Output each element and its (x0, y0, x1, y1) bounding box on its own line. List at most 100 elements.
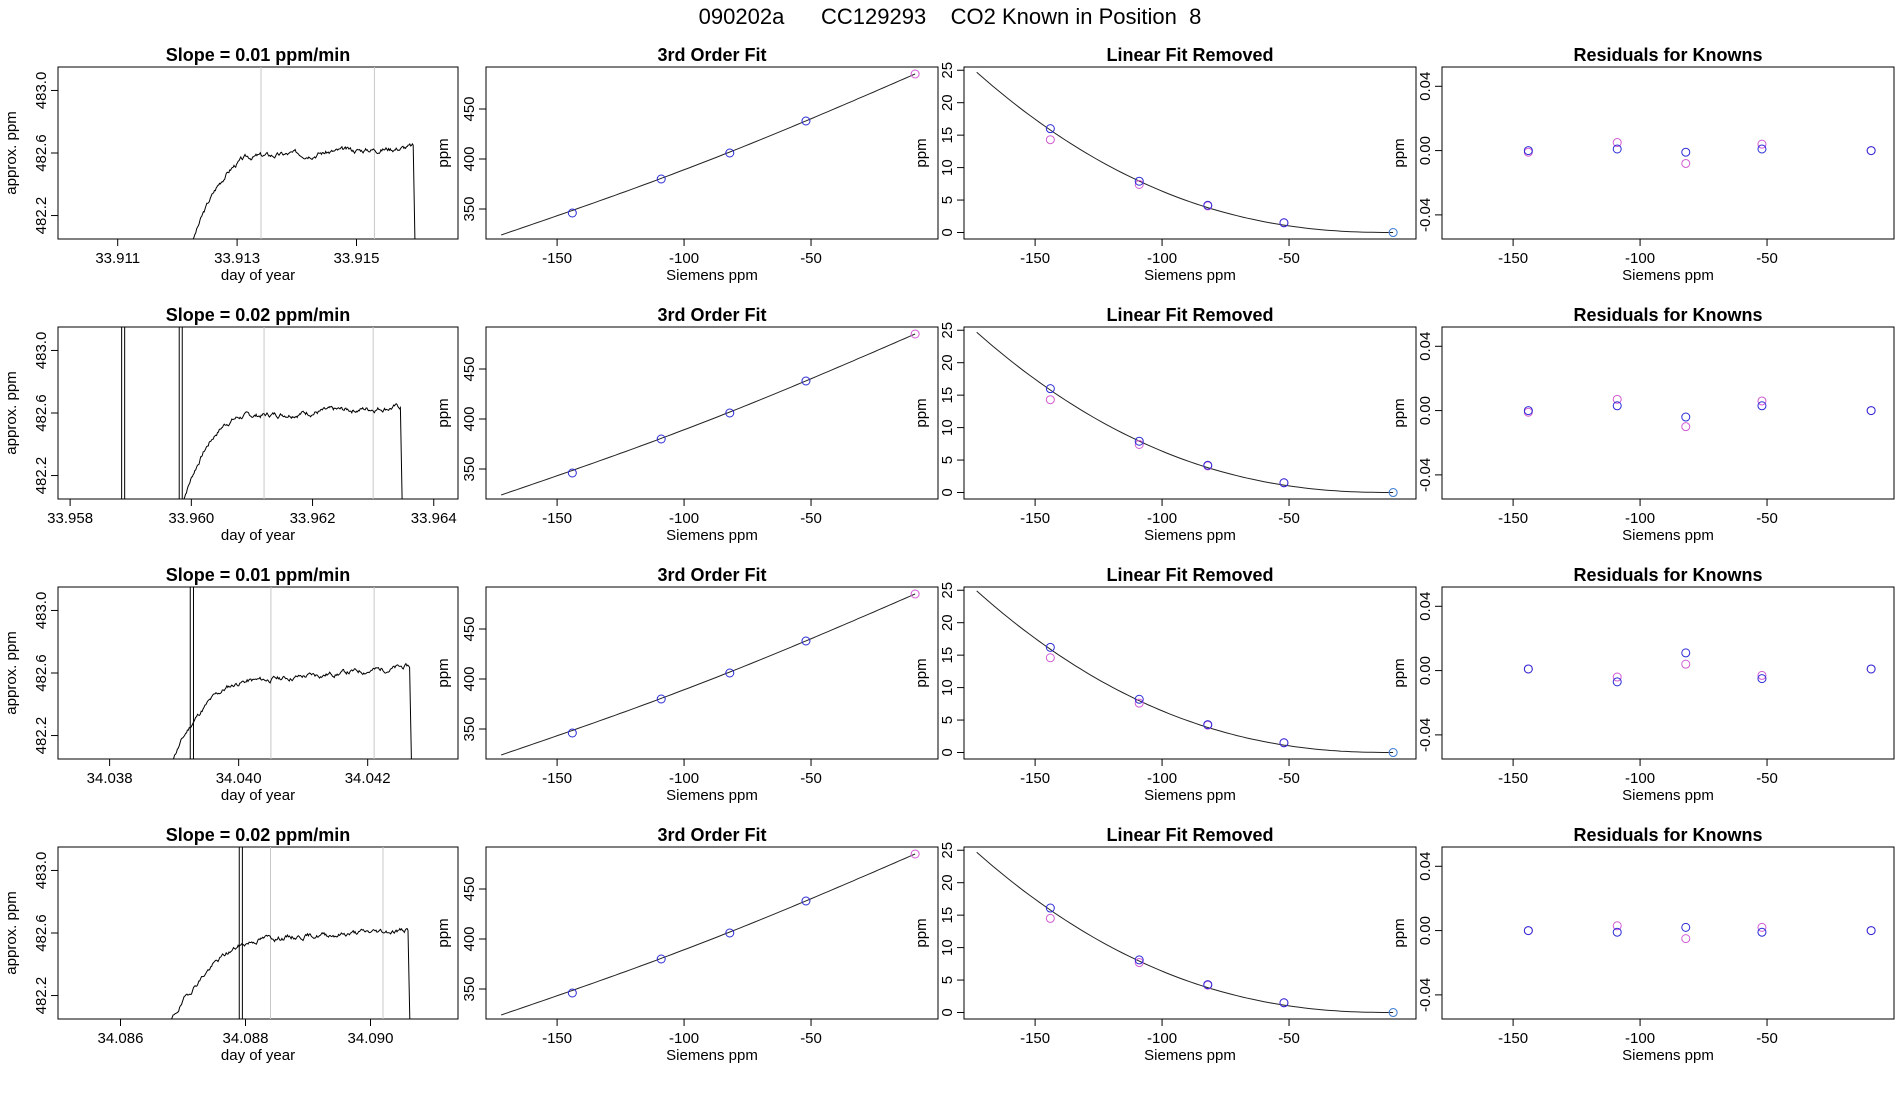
data-point-magenta (1045, 395, 1055, 405)
data-point-blue (1388, 1008, 1398, 1018)
data-point (801, 116, 811, 126)
data-point-blue (1523, 926, 1533, 936)
plot-frame (963, 846, 1417, 1020)
x-tick-label: 34.038 (87, 770, 133, 787)
data-point (910, 589, 920, 599)
x-tick-label: -100 (669, 1030, 699, 1047)
y-tick-label: 5 (939, 976, 956, 984)
plot-frame (963, 326, 1417, 500)
x-axis-label: day of year (221, 267, 295, 284)
data-point-blue (1203, 460, 1213, 470)
y-tick-label: 350 (461, 456, 478, 481)
y-axis-label: approx. ppm (3, 891, 20, 974)
x-axis-label: Siemens ppm (1622, 267, 1714, 284)
data-point-magenta (1612, 394, 1622, 404)
panel-1-2: 3rd Order Fit -150 -100 -50 350 400 450 Siemens… (435, 45, 939, 284)
y-tick-label: 482.6 (33, 914, 50, 952)
y-axis-label: approx. ppm (3, 631, 20, 714)
y-tick-label: -0.04 (1417, 198, 1434, 232)
data-point-blue (1757, 927, 1767, 937)
data-point-blue (1134, 176, 1144, 186)
analyzer-trace (183, 403, 403, 499)
data-point-blue (1045, 124, 1055, 134)
data-point (725, 408, 735, 418)
x-tick-label: 33.911 (95, 250, 140, 267)
data-point (801, 376, 811, 386)
data-point-blue (1388, 488, 1398, 498)
data-point-blue (1866, 146, 1876, 156)
plot-frame (963, 66, 1417, 240)
fit-curve (976, 590, 1394, 753)
y-tick-label: 450 (461, 356, 478, 381)
panel-4-2: 3rd Order Fit -150 -100 -50 350 400 450 Siemens… (435, 825, 939, 1064)
fit-curve (976, 331, 1394, 493)
data-point-blue (1134, 436, 1144, 446)
plot-area (976, 590, 1398, 758)
panel-1-4: Residuals for Knowns -150 -100 -50 -0.04 0.00… (1391, 45, 1895, 284)
data-point-blue (1681, 412, 1691, 422)
chart-title: Linear Fit Removed (1106, 45, 1273, 65)
data-point-magenta (1757, 670, 1767, 680)
data-point (656, 954, 666, 964)
data-point (910, 69, 920, 79)
data-point-magenta (1757, 922, 1767, 932)
data-point (801, 636, 811, 646)
x-tick-label: -50 (800, 1030, 822, 1047)
y-axis-label: ppm (1391, 398, 1408, 427)
x-tick-label: -150 (1498, 770, 1528, 787)
x-tick-label: -150 (1498, 510, 1528, 527)
fit-curve (976, 851, 1394, 1013)
y-tick-label: 10 (939, 939, 956, 956)
y-tick-label: 482.2 (33, 197, 50, 235)
x-tick-label: -50 (1756, 250, 1778, 267)
x-tick-label: 34.042 (345, 770, 391, 787)
y-axis-label: ppm (435, 918, 452, 947)
chart-title: Linear Fit Removed (1106, 565, 1273, 585)
data-point-magenta (1612, 921, 1622, 931)
plot-frame (485, 846, 939, 1020)
analyzer-trace (192, 142, 416, 239)
x-tick-label: -100 (669, 510, 699, 527)
y-tick-label: 450 (461, 616, 478, 641)
y-tick-label: 482.2 (33, 977, 50, 1015)
fit-curve (501, 333, 916, 496)
chart-title: Slope = 0.02 ppm/min (166, 825, 351, 845)
y-axis-label: approx. ppm (3, 111, 20, 194)
x-tick-label: -100 (1625, 250, 1655, 267)
y-axis-label: ppm (435, 658, 452, 687)
data-point-magenta (1612, 138, 1622, 148)
data-point-blue (1523, 406, 1533, 416)
x-tick-label: -100 (669, 770, 699, 787)
data-point (656, 434, 666, 444)
y-tick-label: 25 (939, 322, 956, 339)
x-axis-label: Siemens ppm (1144, 1047, 1236, 1064)
panel-2-1: Slope = 0.02 ppm/min 33.958 33.960 33.962 33… (3, 305, 459, 544)
y-axis-label: approx. ppm (3, 371, 20, 454)
y-tick-label: 15 (939, 647, 956, 664)
x-tick-label: -100 (1147, 510, 1177, 527)
data-point (725, 928, 735, 938)
plot-frame (1441, 846, 1895, 1020)
chart-title: 3rd Order Fit (657, 305, 766, 325)
y-axis-label: ppm (913, 138, 930, 167)
data-point-blue (1681, 922, 1691, 932)
x-tick-label: 34.088 (223, 1030, 269, 1047)
x-axis-label: day of year (221, 1047, 295, 1064)
y-tick-label: 15 (939, 127, 956, 144)
data-point (567, 728, 577, 738)
x-tick-label: -50 (800, 250, 822, 267)
data-point-blue (1134, 955, 1144, 965)
panel-2-2: 3rd Order Fit -150 -100 -50 350 400 450 Siemens… (435, 305, 939, 544)
x-axis-label: Siemens ppm (1622, 527, 1714, 544)
y-tick-label: 10 (939, 159, 956, 176)
y-tick-label: 25 (939, 62, 956, 79)
plot-area (192, 67, 416, 239)
data-point-magenta (1134, 179, 1144, 189)
x-tick-label: -150 (542, 510, 572, 527)
y-tick-label: 483.0 (33, 72, 50, 110)
plot-frame (1441, 586, 1895, 760)
analyzer-trace (171, 927, 411, 1019)
x-tick-label: 33.913 (214, 250, 260, 267)
x-tick-label: -100 (1147, 1030, 1177, 1047)
data-point-blue (1612, 927, 1622, 937)
